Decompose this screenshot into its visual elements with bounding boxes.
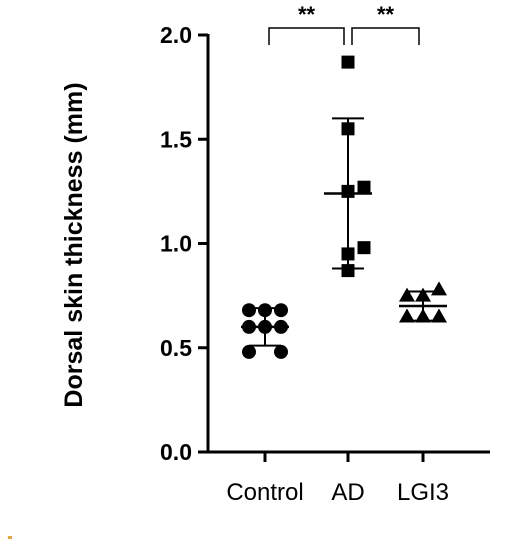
corner-mark: [8, 536, 12, 539]
data-point: [242, 303, 256, 318]
data-point: [341, 264, 355, 278]
data-point: [341, 184, 355, 198]
data-point: [341, 247, 355, 261]
data-point: [431, 308, 447, 323]
x-tick-label: LGI3: [397, 479, 449, 506]
y-tick-label: 1.0: [160, 231, 192, 257]
x-tick-label: AD: [331, 479, 364, 506]
data-point: [341, 55, 355, 69]
data-point: [341, 122, 355, 136]
data-point: [399, 308, 415, 323]
data-point: [258, 319, 272, 334]
y-tick-label: 0.0: [160, 439, 192, 465]
data-point: [258, 303, 272, 318]
significance-label: **: [377, 2, 395, 27]
significance-brackets: ** **: [268, 2, 420, 45]
error-bars: [241, 117, 447, 347]
significance-bracket: [351, 27, 420, 45]
data-point: [399, 287, 415, 302]
data-point: [274, 319, 288, 334]
x-tick-label: Control: [226, 479, 303, 506]
y-tick-label: 0.5: [160, 335, 192, 361]
y-axis-label: Dorsal skin thickness (mm): [60, 82, 88, 407]
data-point: [242, 319, 256, 334]
data-point: [415, 308, 431, 323]
data-point: [415, 287, 431, 302]
data-point: [357, 180, 371, 194]
y-tick-label: 1.5: [160, 126, 192, 152]
y-tick-label: 2.0: [160, 22, 192, 48]
significance-bracket: [268, 27, 345, 45]
data-point: [274, 344, 288, 359]
data-points: [242, 55, 447, 359]
data-point: [274, 303, 288, 318]
data-point: [242, 344, 256, 359]
data-point: [431, 281, 447, 296]
y-ticks: 0.0 0.5 1.0 1.5 2.0: [160, 22, 208, 465]
x-ticks: Control AD LGI3: [226, 452, 449, 506]
data-point: [357, 241, 371, 255]
significance-label: **: [298, 2, 316, 27]
